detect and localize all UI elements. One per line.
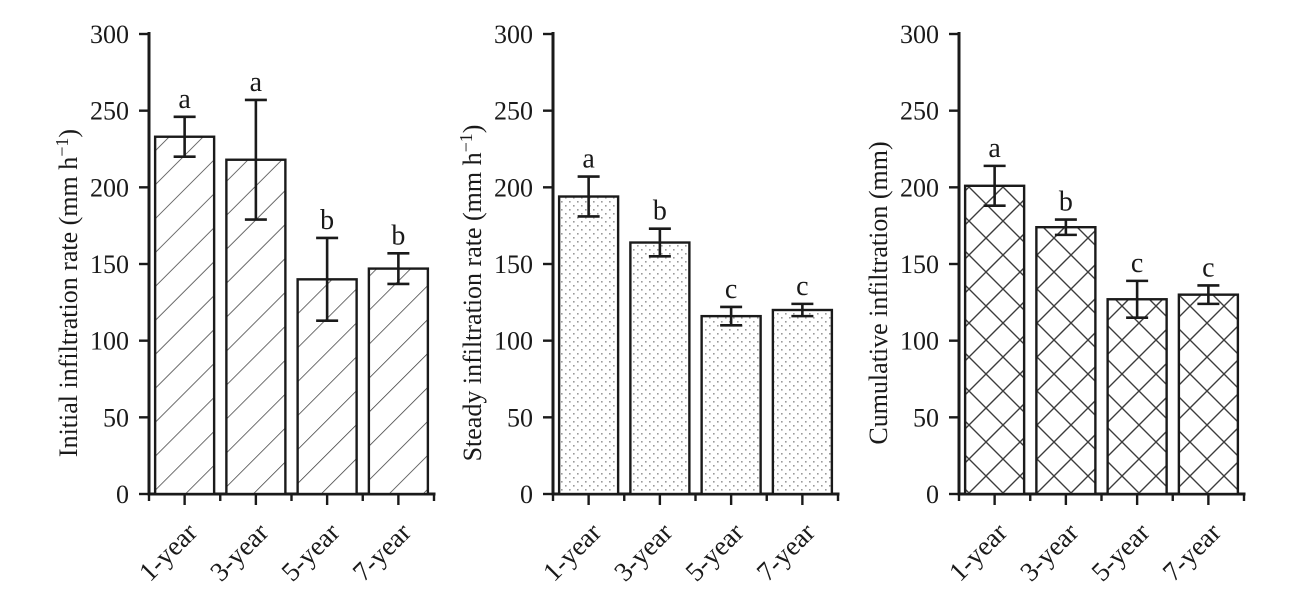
sig-letter-7-year: c: [796, 271, 808, 302]
chart-panel-1: 0 50 100 150 200 250 300 a 1-year a 3-year b 5-year b…: [52, 20, 436, 587]
y-tick-label: 250: [900, 97, 939, 126]
x-category-label-3-year: 3-year: [608, 517, 678, 587]
sig-letter-5-year: b: [320, 205, 334, 236]
bar-5-year: [1106, 298, 1168, 496]
y-tick-label: 300: [900, 20, 939, 49]
y-tick-label: 100: [90, 327, 129, 356]
y-axis-title: Initial infiltration rate (mm h−1): [52, 129, 83, 457]
bar-7-year: [1177, 293, 1240, 496]
y-tick-label: 0: [926, 480, 939, 509]
y-tick-label: 200: [900, 173, 939, 202]
y-tick-label: 150: [900, 250, 939, 279]
y-tick-label: 150: [90, 250, 129, 279]
bar-1-year: [963, 184, 1026, 496]
x-category-label-1-year: 1-year: [133, 517, 203, 587]
sig-letter-3-year: b: [653, 196, 667, 227]
bar-5-year: [700, 314, 762, 496]
bar-7-year: [771, 308, 834, 496]
sig-letter-5-year: c: [725, 274, 737, 305]
bar-7-year: [367, 267, 430, 496]
sig-letter-3-year: b: [1059, 187, 1073, 218]
sig-letter-7-year: b: [391, 220, 405, 251]
x-category-label-5-year: 5-year: [1085, 517, 1155, 587]
x-category-label-7-year: 7-year: [751, 517, 821, 587]
y-tick-label: 250: [90, 97, 129, 126]
y-tick-label: 300: [494, 20, 533, 49]
chart-panel-3: 0 50 100 150 200 250 300 a 1-year b 3-year c 5-year c…: [864, 20, 1246, 587]
sig-letter-1-year: a: [582, 144, 595, 175]
x-category-label-5-year: 5-year: [679, 517, 749, 587]
y-tick-label: 0: [520, 480, 533, 509]
y-tick-label: 50: [103, 403, 129, 432]
sig-letter-7-year: c: [1202, 252, 1214, 283]
y-tick-label: 200: [90, 173, 129, 202]
bar-1-year: [153, 135, 216, 496]
y-tick-label: 150: [494, 250, 533, 279]
bar-3-year: [1035, 225, 1097, 496]
y-tick-label: 200: [494, 173, 533, 202]
chart-panel-2: 0 50 100 150 200 250 300 a 1-year b 3-year c 5-year c…: [456, 20, 840, 587]
x-category-label-7-year: 7-year: [347, 517, 417, 587]
x-category-label-3-year: 3-year: [1014, 517, 1084, 587]
x-category-label-1-year: 1-year: [943, 517, 1013, 587]
y-tick-label: 100: [900, 327, 939, 356]
y-tick-label: 50: [507, 403, 533, 432]
sig-letter-1-year: a: [988, 133, 1001, 164]
y-tick-label: 50: [913, 403, 939, 432]
bar-1-year: [557, 195, 620, 496]
y-tick-label: 100: [494, 327, 533, 356]
sig-letter-1-year: a: [178, 84, 191, 115]
x-category-label-3-year: 3-year: [204, 517, 274, 587]
y-axis-title: Steady infiltration rate (mm h−1): [456, 125, 487, 462]
x-category-label-1-year: 1-year: [537, 517, 607, 587]
y-axis-title: Cumulative infiltration (mm): [864, 141, 893, 444]
y-tick-label: 250: [494, 97, 533, 126]
y-tick-label: 0: [116, 480, 129, 509]
sig-letter-5-year: c: [1131, 248, 1143, 279]
y-tick-label: 300: [90, 20, 129, 49]
sig-letter-3-year: a: [250, 67, 263, 98]
bar-3-year: [629, 241, 691, 496]
x-category-label-5-year: 5-year: [275, 517, 345, 587]
x-category-label-7-year: 7-year: [1157, 517, 1227, 587]
